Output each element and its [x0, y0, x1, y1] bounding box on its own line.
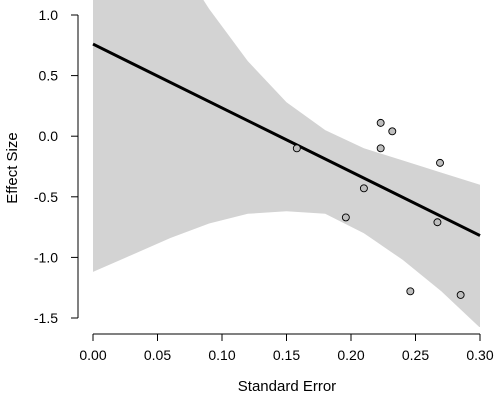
x-tick-label: 0.20 [337, 347, 364, 363]
data-point [456, 291, 465, 299]
y-tick-label: -0.5 [34, 189, 58, 205]
x-tick-label: 0.30 [466, 347, 493, 363]
x-axis-title: Standard Error [238, 378, 336, 395]
x-tick-label: 0.25 [402, 347, 429, 363]
data-point [406, 287, 415, 296]
y-tick-label: 0.0 [39, 128, 59, 144]
x-tick-label: 0.10 [208, 347, 235, 363]
data-point [376, 118, 385, 127]
x-tick-label: 0.15 [273, 347, 300, 363]
y-tick-label: -1.5 [34, 310, 58, 326]
y-tick-label: -1.0 [34, 249, 58, 265]
x-axis: 0.00 0.05 0.10 0.15 0.20 0.25 0.30 [79, 333, 494, 363]
data-point [436, 158, 444, 167]
data-point [433, 218, 442, 227]
data-point [376, 144, 385, 153]
regression-line [92, 42, 481, 237]
y-tick-label: 0.5 [39, 68, 59, 84]
data-point [341, 213, 350, 222]
x-tick-label: 0.00 [79, 347, 106, 363]
x-tick-label: 0.05 [144, 347, 171, 363]
confidence-band [93, 0, 480, 327]
data-point [359, 184, 368, 193]
y-axis-title: Effect Size [4, 132, 21, 203]
data-point [292, 144, 301, 153]
y-tick-label: 1.0 [39, 7, 59, 23]
y-axis: 1.0 0.5 0.0 -0.5 -1.0 -1.5 [34, 7, 79, 326]
data-point [388, 127, 397, 136]
